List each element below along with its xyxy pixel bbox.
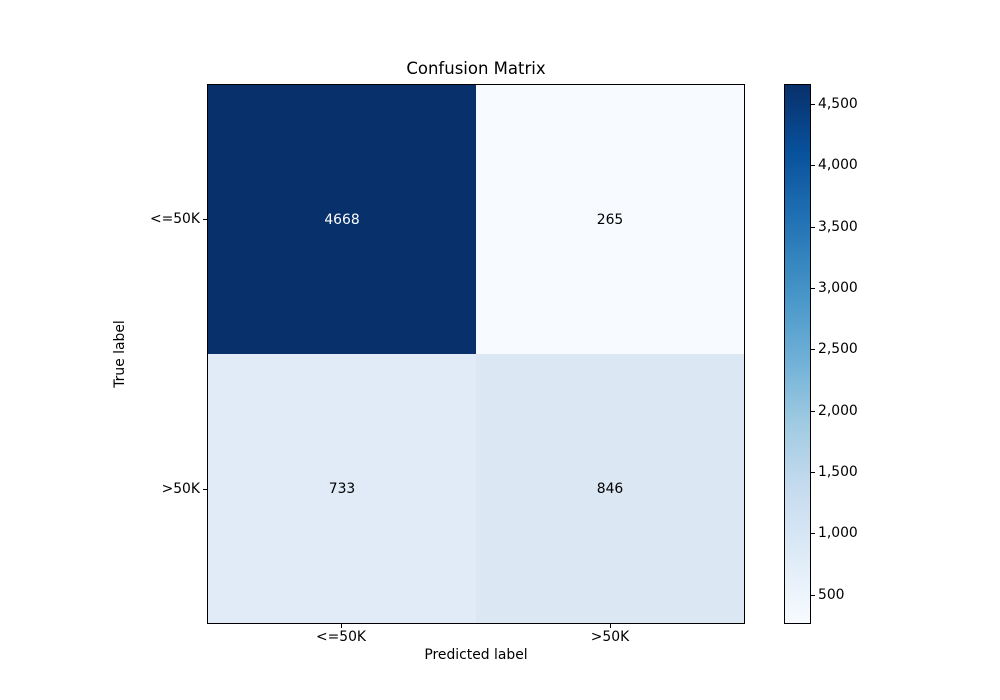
cell-value: 846 — [596, 480, 624, 497]
y-tick-label-row1: >50K — [161, 480, 200, 497]
colorbar-tick-label: 3,500 — [818, 218, 858, 235]
x-tick-mark-col1 — [610, 624, 611, 628]
colorbar-tick-label: 1,000 — [818, 525, 858, 542]
cell-value: 733 — [328, 480, 356, 497]
colorbar-tick-mark — [811, 226, 815, 228]
colorbar-tick-label: 3,000 — [818, 280, 858, 297]
chart-title: Confusion Matrix — [406, 59, 546, 78]
colorbar-tick-label: 500 — [818, 586, 845, 603]
colorbar-tick-label: 4,000 — [818, 157, 858, 174]
y-axis-label: True label — [112, 320, 128, 388]
matrix-cell-true-pos: 846 — [476, 354, 744, 623]
colorbar-tick-mark — [811, 533, 815, 535]
colorbar-gradient — [785, 85, 810, 623]
colorbar-tick-mark — [811, 104, 815, 106]
heatmap-axes: 4668 265 733 846 — [207, 84, 745, 624]
colorbar-tick-mark — [811, 472, 815, 474]
y-tick-label-row0: <=50K — [149, 210, 200, 227]
colorbar-tick-mark — [811, 288, 815, 290]
colorbar-tick-label: 4,500 — [818, 96, 858, 113]
x-tick-label-col1: >50K — [590, 629, 630, 645]
colorbar-tick-mark — [811, 349, 815, 351]
colorbar-tick-label: 2,500 — [818, 341, 858, 358]
matrix-cell-false-neg: 733 — [208, 354, 476, 623]
x-axis-label: Predicted label — [424, 647, 528, 663]
y-tick-mark-row1 — [203, 488, 207, 490]
x-tick-label-col0: <=50K — [315, 629, 367, 645]
matrix-cell-true-neg: 4668 — [208, 85, 476, 354]
colorbar-tick-label: 2,000 — [818, 402, 858, 419]
x-tick-mark-col0 — [341, 624, 342, 628]
colorbar — [784, 84, 811, 624]
matrix-cell-false-pos: 265 — [476, 85, 744, 354]
y-tick-mark-row0 — [203, 218, 207, 220]
colorbar-tick-mark — [811, 410, 815, 412]
colorbar-tick-mark — [811, 594, 815, 596]
cell-value: 265 — [596, 211, 624, 228]
colorbar-tick-label: 1,500 — [818, 464, 858, 481]
colorbar-tick-mark — [811, 165, 815, 167]
cell-value: 4668 — [324, 211, 360, 228]
